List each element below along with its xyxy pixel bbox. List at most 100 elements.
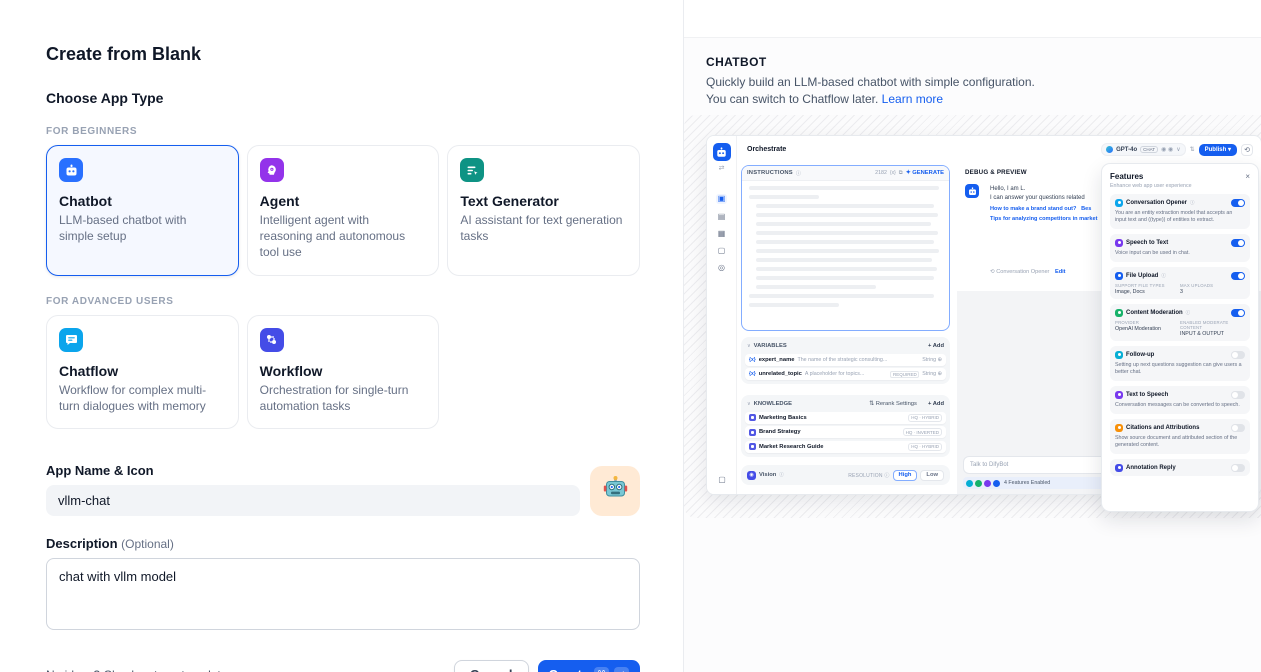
preview-striped-container: ⇄ ▣ ▤ ▦ ▢ ◎ ▢ Orchestrate GPT-4o CHAT bbox=[684, 115, 1261, 518]
mini-nav-orchestrate-icon: ▣ bbox=[715, 194, 728, 204]
app-type-card-workflow[interactable]: Workflow Orchestration for single-turn a… bbox=[246, 314, 440, 429]
preview-panel: CHATBOT Quickly build an LLM-based chatb… bbox=[683, 0, 1261, 672]
text-generator-icon bbox=[460, 158, 485, 182]
mini-bot-message: Hello, I am L. I can answer your questio… bbox=[990, 186, 1098, 223]
for-advanced-users-label: FOR ADVANCED USERS bbox=[46, 295, 174, 307]
mini-features-enabled-bar: 4 Features Enabled bbox=[963, 477, 1115, 489]
toggle-on bbox=[1231, 198, 1245, 207]
enter-key-icon: ↵ bbox=[614, 667, 629, 672]
toggle-on bbox=[1231, 271, 1245, 280]
copy-icon: ⧉ bbox=[898, 169, 903, 176]
app-type-card-chatbot[interactable]: Chatbot LLM-based chatbot with simple se… bbox=[46, 145, 239, 276]
mini-features-panel: Features × Enhance web app user experien… bbox=[1101, 163, 1259, 512]
dataset-icon bbox=[749, 443, 756, 450]
toggle-off bbox=[1231, 390, 1245, 399]
mini-nav-annotation-icon: ▦ bbox=[717, 229, 726, 238]
variables-icon: {x} bbox=[889, 170, 896, 176]
toggle-off bbox=[1231, 350, 1245, 359]
annotation-reply-icon bbox=[1115, 463, 1123, 472]
app-name-input[interactable] bbox=[46, 484, 580, 516]
toggle-on bbox=[1231, 238, 1245, 247]
dataset-icon bbox=[749, 428, 756, 436]
mini-exchange-icon: ⇄ bbox=[718, 165, 725, 172]
card-desc: Workflow for complex multi-turn dialogue… bbox=[59, 382, 207, 413]
sparkle-icon: ✦ bbox=[905, 170, 911, 176]
variable-row: {x} expert_name The name of the strategi… bbox=[745, 353, 946, 366]
card-title: Chatflow bbox=[59, 362, 119, 379]
feature-item-conversation-opener: Conversation Opener ⓘ You are an entity … bbox=[1110, 194, 1250, 230]
app-type-card-text-generator[interactable]: Text Generator AI assistant for text gen… bbox=[447, 145, 640, 276]
preview-description: Quickly build an LLM-based chatbot with … bbox=[706, 75, 1035, 107]
for-beginners-label: FOR BEGINNERS bbox=[46, 126, 138, 137]
mini-variables-panel: ∨ VARIABLES + Add {x} expert_name The na… bbox=[741, 337, 950, 384]
learn-more-link[interactable]: Learn more bbox=[881, 92, 944, 107]
variable-row: {x} unrelated_topic A placeholder for to… bbox=[745, 368, 946, 380]
mini-collapse-icon: ▢ bbox=[718, 475, 726, 484]
toggle-on bbox=[1231, 308, 1245, 317]
feature-item-citations: Citations and Attributions Show source d… bbox=[1110, 419, 1250, 455]
text-to-speech-icon bbox=[1115, 390, 1123, 399]
description-textarea[interactable] bbox=[46, 557, 640, 630]
knowledge-row: Market Research Guide HQ · HYBRID bbox=[745, 440, 946, 453]
page-title: Create from Blank bbox=[46, 44, 202, 64]
app-name-label: App Name & Icon bbox=[46, 462, 154, 478]
model-provider-icon bbox=[1106, 146, 1114, 153]
info-icon: ⓘ bbox=[1161, 272, 1166, 278]
cmd-key-icon: ⌘ bbox=[594, 667, 609, 672]
cancel-button[interactable]: Cancel bbox=[453, 659, 529, 672]
rerank-icon: ⇅ bbox=[869, 400, 875, 407]
dataset-icon bbox=[749, 414, 756, 421]
vision-icon: ◉ bbox=[747, 470, 756, 480]
app-icon-picker[interactable] bbox=[590, 465, 640, 516]
chevron-down-icon: ∨ bbox=[1176, 147, 1181, 153]
card-title: Text Generator bbox=[460, 193, 559, 209]
knowledge-row: Marketing Basics HQ · HYBRID bbox=[745, 411, 946, 424]
conversation-opener-icon bbox=[1115, 198, 1123, 207]
feature-item-content-moderation: Content Moderation ⓘ PROVIDER OpenAI Mode… bbox=[1110, 304, 1250, 342]
arrow-right-icon: → bbox=[238, 668, 250, 672]
mini-nav-logs-icon: ▤ bbox=[717, 212, 726, 221]
create-button[interactable]: Create ⌘ ↵ bbox=[537, 659, 640, 672]
mini-history-icon: ⟲ bbox=[1241, 143, 1253, 156]
card-desc: Orchestration for single-turn automation… bbox=[259, 382, 409, 413]
mini-instructions-panel: INSTRUCTIONS ⓘ 2182 {x} ⧉ ✦ GENERATE bbox=[741, 165, 950, 331]
follow-up-icon bbox=[1115, 350, 1123, 359]
model-settings-icons: ◉ ◉ bbox=[1161, 147, 1174, 153]
card-title: Workflow bbox=[259, 362, 323, 379]
file-upload-icon bbox=[1115, 271, 1123, 280]
toggle-off bbox=[1231, 463, 1245, 472]
create-app-modal: Create from Blank Choose App Type FOR BE… bbox=[46, 44, 640, 672]
app-type-card-agent[interactable]: Agent Intelligent agent with reasoning a… bbox=[246, 145, 440, 276]
mini-knowledge-panel: ∨ KNOWLEDGE ⇅ Rerank Settings + Add Mark… bbox=[741, 395, 950, 457]
info-icon: ⓘ bbox=[779, 472, 784, 477]
mini-vision-row: ◉ Vision ⓘ RESOLUTION ⓘ High Low bbox=[741, 465, 950, 485]
feature-item-follow-up: Follow-up Setting up next questions sugg… bbox=[1110, 346, 1250, 382]
info-icon: ⓘ bbox=[1190, 199, 1195, 205]
mini-nav-settings-icon: ◎ bbox=[718, 263, 725, 272]
agent-icon bbox=[259, 158, 284, 182]
info-icon: ⓘ bbox=[1185, 309, 1191, 315]
preview-heading: CHATBOT bbox=[706, 55, 767, 69]
optional-label: (Optional) bbox=[121, 536, 174, 551]
citations-icon bbox=[1115, 423, 1123, 432]
mini-model-chip: GPT-4o CHAT ◉ ◉ ∨ bbox=[1101, 143, 1186, 156]
feature-item-text-to-speech: Text to Speech Conversation messages can… bbox=[1110, 386, 1250, 415]
speech-to-text-icon bbox=[1115, 238, 1123, 247]
robot-emoji-icon bbox=[602, 475, 629, 507]
app-type-card-chatflow[interactable]: Chatflow Workflow for complex multi-turn… bbox=[46, 314, 239, 429]
mini-nav-api-icon: ▢ bbox=[717, 246, 726, 255]
info-icon: ⓘ bbox=[795, 170, 801, 177]
mini-app-icon bbox=[712, 143, 731, 161]
knowledge-row: Brand Strategy HQ · INVERTED bbox=[745, 426, 946, 438]
info-icon: ⓘ bbox=[884, 472, 890, 479]
description-label: Description (Optional) bbox=[46, 535, 174, 551]
card-desc: AI assistant for text generation tasks bbox=[460, 213, 623, 244]
workflow-icon bbox=[259, 327, 284, 352]
app-name-row: App Name & Icon bbox=[46, 463, 640, 516]
chatflow-icon bbox=[59, 327, 83, 352]
beginner-cards: Chatbot LLM-based chatbot with simple se… bbox=[46, 145, 640, 276]
templates-link[interactable]: No ideas? Check out our templates → bbox=[46, 668, 250, 672]
mini-bot-avatar bbox=[965, 184, 979, 198]
add-variable-button: + Add bbox=[927, 342, 944, 349]
feature-item-file-upload: File Upload ⓘ SUPPORT FILE TYPES Image, D… bbox=[1110, 267, 1250, 300]
